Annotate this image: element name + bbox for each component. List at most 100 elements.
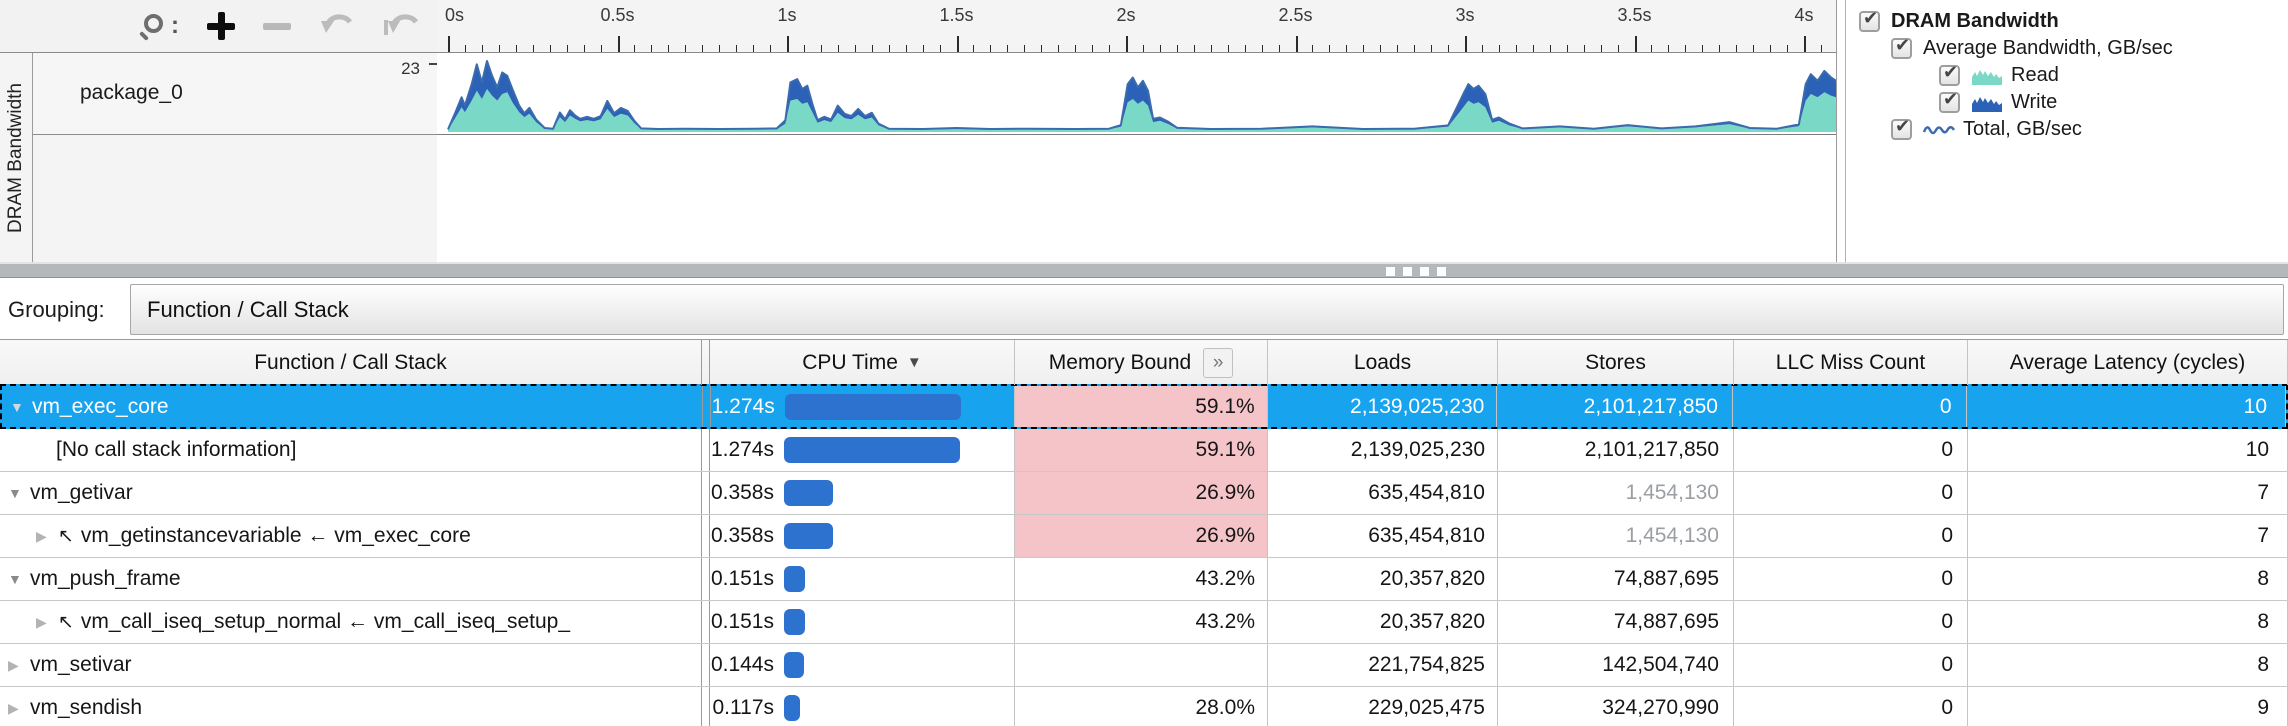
- loads-cell[interactable]: 635,454,810: [1268, 515, 1498, 557]
- cpu-time-cell[interactable]: 0.358s: [710, 515, 1015, 557]
- column-header-stores[interactable]: Stores: [1498, 340, 1734, 385]
- magnifier-icon[interactable]: [139, 14, 163, 41]
- memory-bound-cell[interactable]: 59.1%: [1015, 429, 1268, 471]
- collapse-row-icon[interactable]: ▼: [8, 485, 22, 501]
- stores-cell[interactable]: 74,887,695: [1498, 601, 1734, 643]
- stores-cell[interactable]: 1,454,130: [1498, 472, 1734, 514]
- llc-miss-cell[interactable]: 0: [1734, 644, 1968, 686]
- function-cell[interactable]: ▶ vm_sendish: [0, 687, 702, 726]
- dram-bandwidth-chart[interactable]: [437, 53, 1837, 135]
- cpu-time-cell[interactable]: 0.117s: [710, 687, 1015, 726]
- column-header-cpu_time[interactable]: CPU Time ▼: [710, 340, 1015, 385]
- table-row-vm-call-iseq-setup-normal-vm-call-iseq-setup[interactable]: ▶ ↖ vm_call_iseq_setup_normal ← vm_call_is…: [0, 601, 2288, 644]
- loads-cell[interactable]: 2,139,025,230: [1268, 386, 1498, 427]
- pane-splitter[interactable]: [0, 262, 2288, 278]
- zoom-in-icon[interactable]: [205, 10, 237, 42]
- legend-checkbox[interactable]: ✔: [1859, 8, 1880, 32]
- column-header-function[interactable]: Function / Call Stack: [0, 340, 702, 385]
- avg-latency-cell[interactable]: 7: [1968, 472, 2288, 514]
- memory-bound-cell[interactable]: 43.2%: [1015, 558, 1268, 600]
- loads-cell[interactable]: 229,025,475: [1268, 687, 1498, 726]
- avg-latency-cell[interactable]: 10: [1968, 429, 2288, 471]
- column-header-avg_latency[interactable]: Average Latency (cycles): [1968, 340, 2288, 385]
- memory-bound-cell[interactable]: 28.0%: [1015, 687, 1268, 726]
- minor-tick: [651, 45, 653, 52]
- llc-miss-cell[interactable]: 0: [1734, 687, 1968, 726]
- avg-latency-cell[interactable]: 10: [1967, 386, 2286, 427]
- function-cell[interactable]: ▼ vm_exec_core: [2, 386, 703, 427]
- cpu-time-cell[interactable]: 0.358s: [710, 472, 1015, 514]
- time-axis-label: 4s: [1794, 5, 1814, 25]
- cpu-time-cell[interactable]: 1.274s: [711, 386, 1016, 427]
- llc-miss-cell[interactable]: 0: [1733, 386, 1967, 427]
- expand-row-icon[interactable]: ▶: [36, 527, 47, 544]
- stores-cell[interactable]: 2,101,217,850: [1498, 429, 1734, 471]
- loads-cell[interactable]: 635,454,810: [1268, 472, 1498, 514]
- llc-miss-cell[interactable]: 0: [1734, 429, 1968, 471]
- splitter-grip-icon[interactable]: [1386, 267, 1446, 276]
- expand-row-icon[interactable]: ▶: [8, 656, 19, 673]
- loads-cell[interactable]: 221,754,825: [1268, 644, 1498, 686]
- stores-cell[interactable]: 2,101,217,850: [1497, 386, 1733, 427]
- llc-miss-cell[interactable]: 0: [1734, 515, 1968, 557]
- zoom-out-icon[interactable]: [263, 22, 291, 30]
- table-row-vm-push-frame[interactable]: ▼ vm_push_frame 0.151s 43.2% 20,357,820 74,88…: [0, 558, 2288, 601]
- function-cell[interactable]: ▼ vm_push_frame: [0, 558, 702, 600]
- legend-checkbox[interactable]: ✔: [1939, 89, 1960, 113]
- band-row-package-0[interactable]: package_0 23: [33, 53, 438, 135]
- llc-miss-cell[interactable]: 0: [1734, 601, 1968, 643]
- table-row-no-call-stack-information[interactable]: [No call stack information] 1.274s 59.1% 2,…: [0, 429, 2288, 472]
- stores-cell[interactable]: 74,887,695: [1498, 558, 1734, 600]
- function-cell[interactable]: ▶ ↖ vm_call_iseq_setup_normal ← vm_call_is…: [0, 601, 702, 643]
- loads-cell[interactable]: 20,357,820: [1268, 558, 1498, 600]
- avg-latency-cell[interactable]: 8: [1968, 644, 2288, 686]
- table-row-vm-getinstancevariable-vm-exec-core[interactable]: ▶ ↖ vm_getinstancevariable ← vm_exec_core 0…: [0, 515, 2288, 558]
- stores-cell[interactable]: 1,454,130: [1498, 515, 1734, 557]
- time-ruler[interactable]: 0s 0.5s 1s 1.5s 2s 2.5s 3s 3.5s 4s: [437, 0, 1836, 53]
- legend-checkbox[interactable]: ✔: [1891, 35, 1912, 59]
- legend-checkbox[interactable]: ✔: [1939, 62, 1960, 86]
- loads-cell[interactable]: 20,357,820: [1268, 601, 1498, 643]
- legend-checkbox[interactable]: ✔: [1891, 116, 1912, 140]
- memory-bound-cell[interactable]: [1015, 644, 1268, 686]
- column-header-llc_miss[interactable]: LLC Miss Count: [1734, 340, 1968, 385]
- stores-cell[interactable]: 324,270,990: [1498, 687, 1734, 726]
- avg-latency-cell[interactable]: 8: [1968, 558, 2288, 600]
- column-header-memory_bound[interactable]: Memory Bound »: [1015, 340, 1268, 385]
- table-row-vm-exec-core[interactable]: ▼ vm_exec_core 1.274s 59.1% 2,139,025,230 2,1…: [0, 384, 2288, 429]
- function-cell[interactable]: ▶ vm_setivar: [0, 644, 702, 686]
- expand-row-icon[interactable]: ▶: [8, 699, 19, 716]
- function-cell[interactable]: ▼ vm_getivar: [0, 472, 702, 514]
- avg-latency-cell[interactable]: 7: [1968, 515, 2288, 557]
- memory-bound-cell[interactable]: 26.9%: [1015, 472, 1268, 514]
- cpu-time-cell[interactable]: 0.151s: [710, 601, 1015, 643]
- memory-bound-cell[interactable]: 26.9%: [1015, 515, 1268, 557]
- cpu-time-cell[interactable]: 0.144s: [710, 644, 1015, 686]
- loads-cell[interactable]: 2,139,025,230: [1268, 429, 1498, 471]
- llc-miss-cell[interactable]: 0: [1734, 558, 1968, 600]
- avg-latency-cell[interactable]: 8: [1968, 601, 2288, 643]
- table-row-vm-getivar[interactable]: ▼ vm_getivar 0.358s 26.9% 635,454,810 1,454,1…: [0, 472, 2288, 515]
- collapse-row-icon[interactable]: ▼: [8, 571, 22, 587]
- function-cell[interactable]: [No call stack information]: [0, 429, 702, 471]
- table-row-vm-setivar[interactable]: ▶ vm_setivar 0.144s 221,754,825 142,504,740 0…: [0, 644, 2288, 687]
- llc-miss-cell[interactable]: 0: [1734, 472, 1968, 514]
- table-row-vm-sendish[interactable]: ▶ vm_sendish 0.117s 28.0% 229,025,475 324,270…: [0, 687, 2288, 726]
- read-area-series: [448, 89, 1837, 132]
- legend-item-label: Total, GB/sec: [1963, 118, 2082, 140]
- avg-latency-cell[interactable]: 9: [1968, 687, 2288, 726]
- cpu-time-cell[interactable]: 1.274s: [710, 429, 1015, 471]
- function-cell[interactable]: ▶ ↖ vm_getinstancevariable ← vm_exec_core: [0, 515, 702, 557]
- expand-row-icon[interactable]: ▶: [36, 613, 47, 630]
- undo-all-zoom-icon[interactable]: [381, 12, 419, 40]
- stores-cell[interactable]: 142,504,740: [1498, 644, 1734, 686]
- undo-zoom-icon[interactable]: [317, 12, 355, 40]
- column-header-loads[interactable]: Loads: [1268, 340, 1498, 385]
- grouping-select[interactable]: Function / Call Stack: [130, 284, 2284, 335]
- collapse-row-icon[interactable]: ▼: [10, 398, 24, 415]
- zoom-mode-control[interactable]: :: [139, 12, 179, 41]
- expand-column-button[interactable]: »: [1203, 347, 1234, 378]
- cpu-time-cell[interactable]: 0.151s: [710, 558, 1015, 600]
- memory-bound-cell[interactable]: 59.1%: [1015, 386, 1268, 427]
- memory-bound-cell[interactable]: 43.2%: [1015, 601, 1268, 643]
